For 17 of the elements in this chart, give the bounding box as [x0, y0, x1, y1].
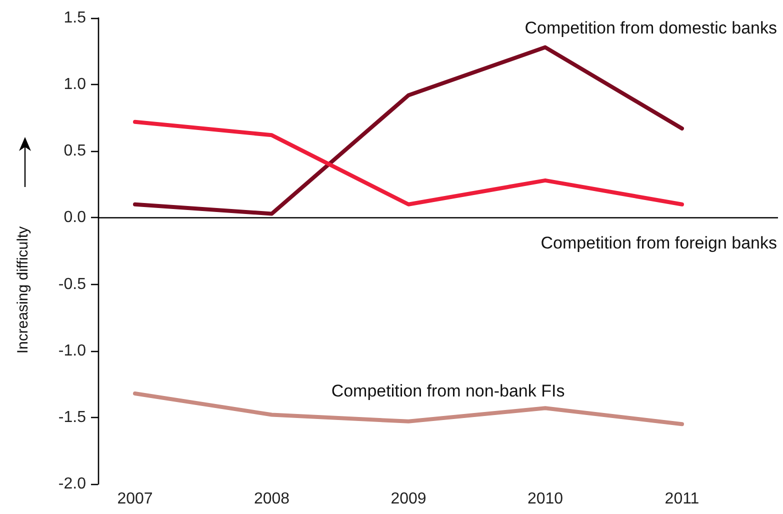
y-tick-label: -1.0 — [58, 342, 86, 360]
y-tick-label: -1.5 — [58, 408, 86, 426]
y-tick-label: -2.0 — [58, 476, 86, 492]
series-label: Competition from non-bank FIs — [331, 382, 565, 400]
x-tick-label: 2008 — [254, 490, 290, 508]
x-tick-label: 2007 — [117, 490, 153, 508]
y-tick-label: 0.5 — [64, 142, 86, 160]
y-tick-label: 1.0 — [64, 76, 86, 94]
y-axis-title: Increasing difficulty — [14, 226, 32, 354]
x-tick-label: 2009 — [390, 490, 426, 508]
text: Competition from foreign banks — [540, 234, 777, 252]
y-tick-label: -0.5 — [58, 276, 86, 293]
x-tick-label: 2011 — [664, 490, 700, 508]
y-tick-label: 0.0 — [64, 209, 86, 226]
series-label: Competition from domestic banks — [524, 18, 777, 38]
y-tick-label: 1.5 — [64, 10, 86, 26]
x-tick-label: 2010 — [527, 490, 564, 508]
